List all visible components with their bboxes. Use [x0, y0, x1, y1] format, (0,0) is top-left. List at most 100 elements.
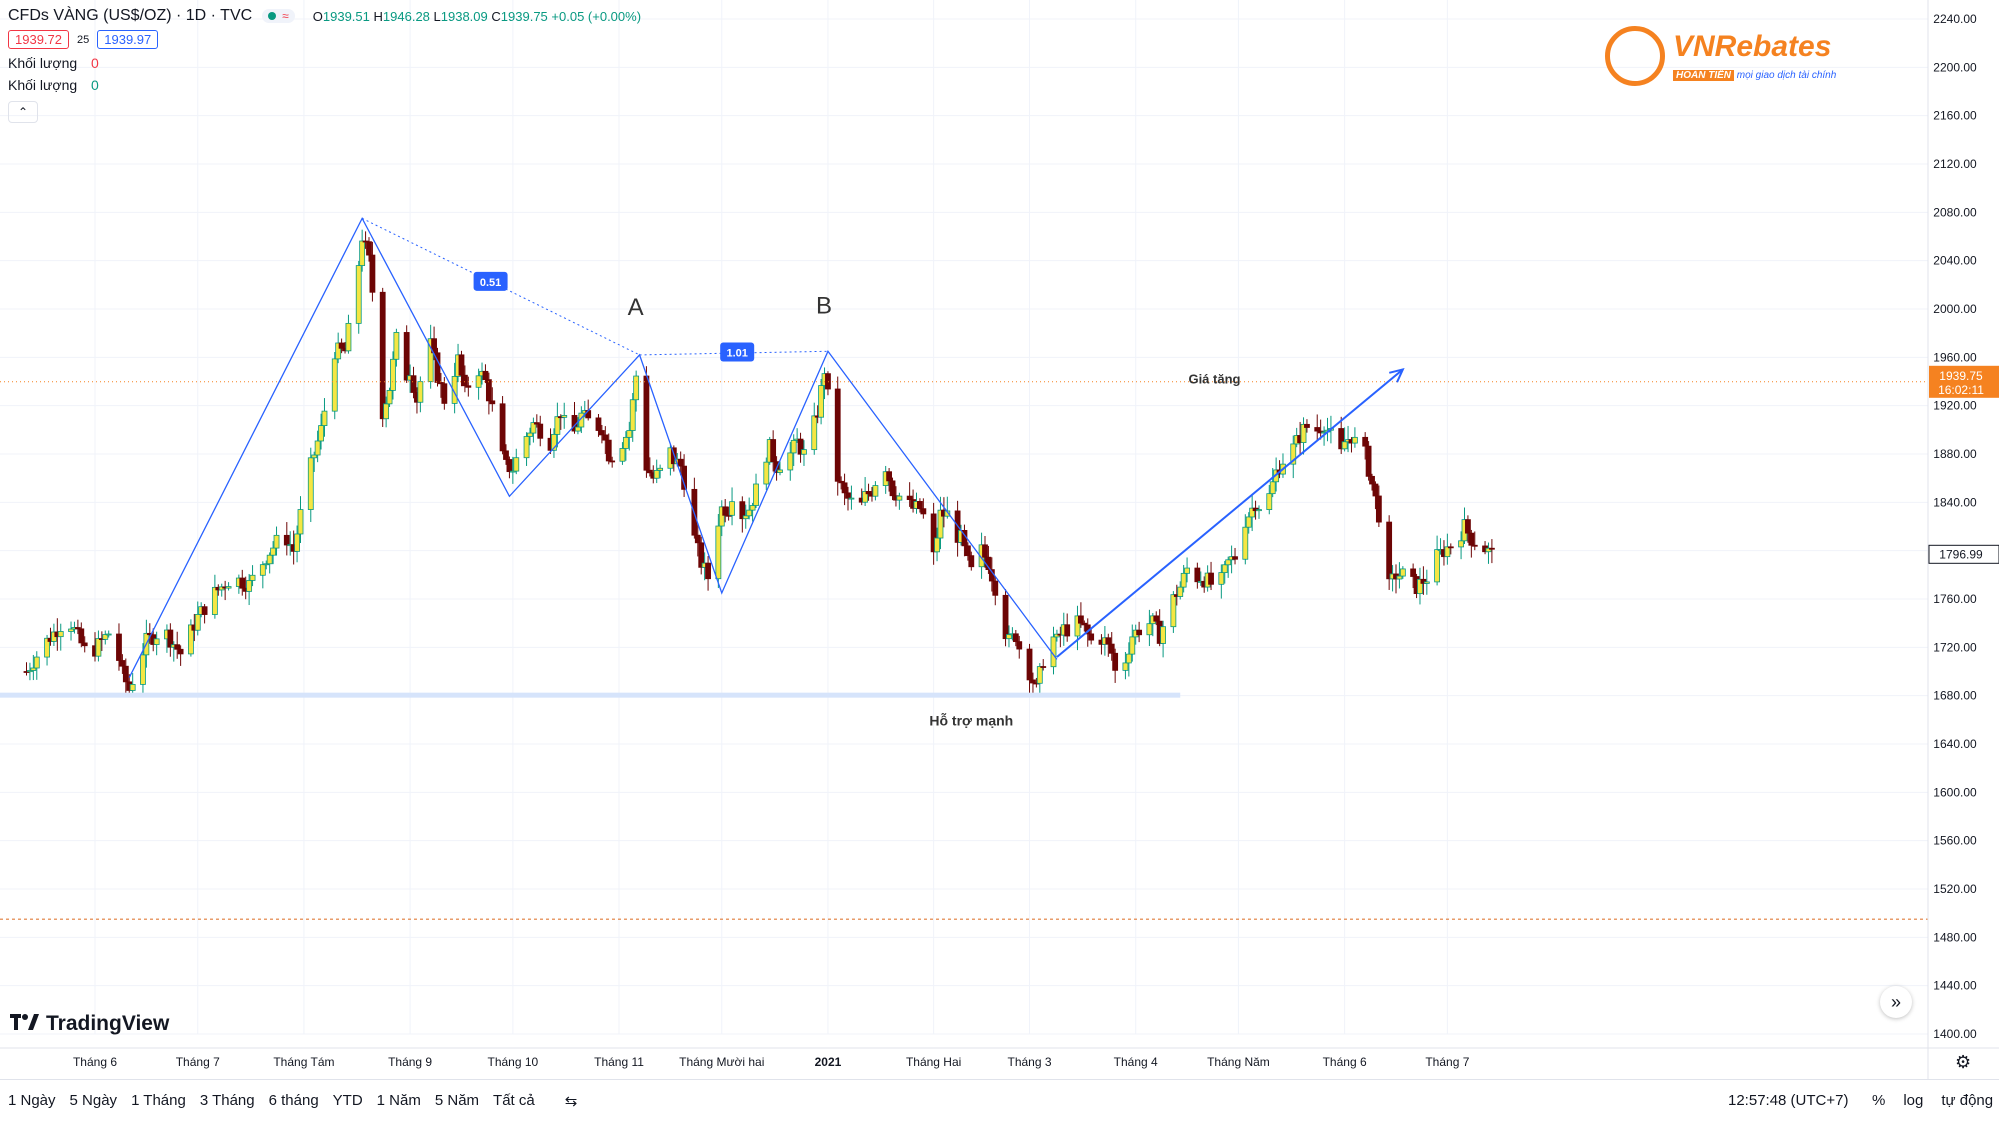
period-3m[interactable]: 3 Tháng [199, 1092, 255, 1109]
point-b-label: B [816, 292, 832, 319]
candle-up [862, 491, 869, 503]
status-indicator[interactable]: ≈ [262, 9, 295, 23]
candle-up [530, 422, 537, 434]
period-1y[interactable]: 1 Năm [376, 1092, 421, 1109]
x-tick-label: Tháng 7 [1425, 1055, 1469, 1069]
auto-toggle[interactable]: tự động [1941, 1092, 1994, 1109]
candle-down [1030, 679, 1036, 684]
candle-up [355, 265, 362, 324]
candle-up [1074, 615, 1081, 637]
candle-down [338, 342, 345, 349]
candle-up [1423, 581, 1430, 584]
period-1m[interactable]: 1 Tháng [131, 1092, 186, 1109]
candle-down [1489, 547, 1495, 550]
y-tick-label: 2120.00 [1933, 157, 1977, 171]
candle-down [917, 501, 923, 510]
axes-layer: 2240.00 2200.00 2160.00 2120.00 2080.00 2040.… [0, 0, 1999, 1079]
candle-down [595, 417, 602, 431]
candle-down [698, 542, 705, 568]
candle-down [1105, 637, 1112, 645]
ratio-label-bg [473, 271, 508, 291]
data-status-icon: ≈ [282, 9, 289, 23]
date-range-icon[interactable]: ⇆ [564, 1093, 578, 1110]
ratio-line [361, 217, 640, 356]
candle-down [886, 471, 892, 482]
candle-up [95, 638, 102, 657]
sell-price-button[interactable]: 1939.72 [8, 30, 69, 49]
candle-up [513, 457, 520, 472]
y-tick-label: 1840.00 [1933, 495, 1977, 509]
candle-up [1221, 564, 1228, 574]
candle-down [1016, 641, 1023, 650]
candle-down [489, 400, 496, 405]
ratio-line [639, 350, 828, 356]
candle-up [140, 654, 146, 685]
period-1d[interactable]: 1 Ngày [8, 1092, 56, 1109]
candle-up [1485, 547, 1492, 553]
candle-down [485, 379, 492, 402]
scroll-to-realtime-button[interactable]: » [1880, 986, 1912, 1018]
current-price-tag: 1939.75 [1939, 369, 1983, 383]
candle-up [763, 461, 770, 485]
period-6m[interactable]: 6 tháng [268, 1092, 319, 1109]
current-price-tag-bg [1929, 365, 1999, 398]
y-tick-label: 1480.00 [1933, 930, 1977, 944]
candle-up [1122, 662, 1129, 671]
candle-up [1129, 636, 1136, 655]
x-tick-label: Tháng 9 [388, 1055, 432, 1069]
period-5d[interactable]: 5 Ngày [69, 1092, 118, 1109]
settings-icon[interactable]: ⚙ [1955, 1052, 1972, 1072]
candle-up [718, 506, 725, 527]
candle-up [44, 637, 50, 658]
candle-up [551, 433, 557, 451]
candle-up [263, 563, 270, 566]
candle-down [1194, 567, 1201, 583]
candle-up [259, 564, 266, 576]
candle-down [739, 501, 746, 520]
candle-down [1410, 568, 1417, 577]
volume-row[interactable]: Khối lượng 0 [8, 77, 641, 93]
period-all[interactable]: Tất cả [493, 1092, 535, 1109]
x-tick-label: Tháng 3 [1008, 1055, 1052, 1069]
candle-down [602, 434, 609, 441]
candle-down [410, 375, 417, 393]
period-5y[interactable]: 5 Năm [434, 1092, 480, 1109]
candle-up [331, 358, 338, 412]
volume-row[interactable]: Khối lượng 0 [8, 55, 641, 71]
candle-up [33, 656, 40, 669]
candle-up [1300, 423, 1307, 444]
buy-price-button[interactable]: 1939.97 [97, 30, 159, 49]
candle-down [906, 495, 913, 500]
x-tick-label: Tháng 7 [176, 1055, 220, 1069]
volume-label: Khối lượng [8, 55, 78, 71]
candle-down [1026, 648, 1033, 681]
candle-down [1465, 519, 1471, 534]
market-status-icon [268, 12, 277, 20]
candle-down [1365, 445, 1372, 477]
price-chart[interactable]: 0.51 1.01 A B Giá tăng Hỗ trợ mạnh 2240.00 220… [0, 0, 1999, 1079]
candle-down [964, 545, 971, 557]
y-tick-label: 1640.00 [1933, 737, 1977, 751]
candle-up [383, 403, 390, 420]
candle-down [499, 403, 506, 452]
candle-down [1064, 624, 1071, 637]
log-toggle[interactable]: log [1903, 1092, 1924, 1109]
candle-up [68, 628, 74, 632]
symbol-title[interactable]: CFDs VÀNG (US$/OZ) · 1D · TVC [8, 7, 253, 24]
tradingview-logo[interactable]: TradingView [10, 1012, 169, 1036]
y-tick-label: 1560.00 [1933, 834, 1977, 848]
period-ytd[interactable]: YTD [332, 1092, 363, 1109]
y-tick-label: 2080.00 [1933, 205, 1977, 219]
clock[interactable]: 12:57:48 (UTC+7) [1728, 1092, 1849, 1109]
y-tick-label: 1440.00 [1933, 979, 1977, 993]
collapse-legend-button[interactable]: ⌃ [8, 101, 38, 123]
candle-down [845, 492, 851, 499]
candle-up [1290, 443, 1297, 465]
candle-up [554, 416, 561, 435]
candle-down [968, 555, 975, 568]
candle-up [359, 240, 366, 266]
y-tick-label: 2240.00 [1933, 12, 1977, 26]
candle-down [1375, 495, 1382, 523]
candle-up [811, 415, 818, 451]
percent-toggle[interactable]: % [1872, 1092, 1886, 1109]
